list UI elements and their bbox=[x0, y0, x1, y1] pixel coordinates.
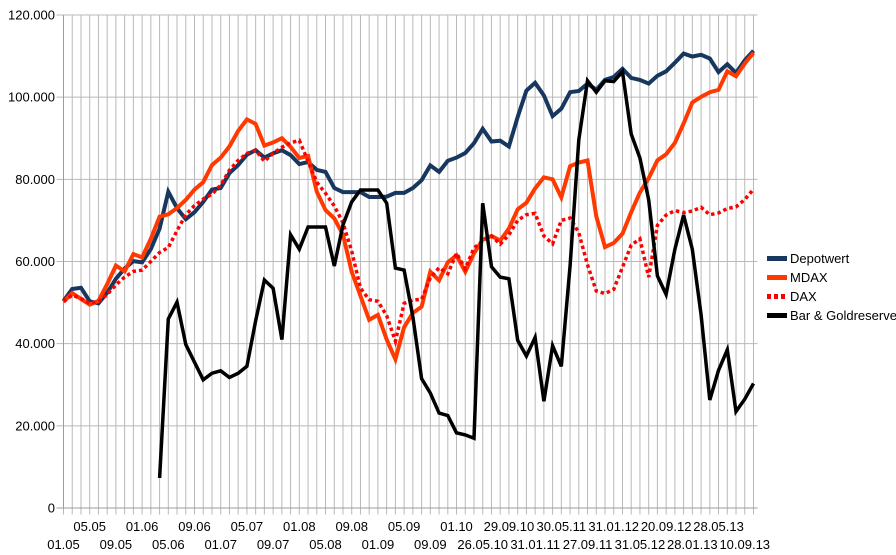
x-axis-label: 09.06 bbox=[178, 519, 211, 534]
legend-item-dax: DAX bbox=[767, 287, 896, 306]
legend-marker-dax bbox=[767, 294, 787, 299]
y-axis-label: 120.000 bbox=[8, 7, 55, 22]
x-axis-label: 09.08 bbox=[335, 519, 368, 534]
x-axis-label: 05.05 bbox=[73, 519, 106, 534]
x-axis-label: 10.09.13 bbox=[719, 537, 770, 552]
legend-marker-depotwert bbox=[767, 256, 787, 261]
x-axis-label: 05.08 bbox=[309, 537, 342, 552]
x-axis-label: 01.07 bbox=[204, 537, 237, 552]
x-axis-label: 31.05.12 bbox=[615, 537, 666, 552]
x-axis-label: 01.05 bbox=[47, 537, 80, 552]
legend-marker-bar-goldreserve bbox=[767, 313, 787, 318]
y-axis-label: 20.000 bbox=[15, 418, 55, 433]
legend-label: Bar & Goldreserve bbox=[790, 308, 896, 323]
x-axis-label: 28.05.13 bbox=[693, 519, 744, 534]
x-axis-label: 05.07 bbox=[231, 519, 264, 534]
x-axis-label: 01.10 bbox=[440, 519, 473, 534]
x-axis-label: 05.06 bbox=[152, 537, 185, 552]
x-axis-label: 01.06 bbox=[126, 519, 159, 534]
x-axis-label: 26.05.10 bbox=[457, 537, 508, 552]
legend-item-bar-goldreserve: Bar & Goldreserve bbox=[767, 306, 896, 325]
y-axis-label: 60.000 bbox=[15, 254, 55, 269]
x-axis-label: 29.09.10 bbox=[484, 519, 535, 534]
legend-label: Depotwert bbox=[790, 251, 850, 266]
y-axis-label: 40.000 bbox=[15, 336, 55, 351]
legend-label: DAX bbox=[790, 289, 817, 304]
legend-label: MDAX bbox=[790, 270, 828, 285]
x-axis-label: 09.07 bbox=[257, 537, 290, 552]
legend: Depotwert MDAX DAX Bar & Goldreserve bbox=[767, 249, 896, 325]
x-axis-label: 27.09.11 bbox=[563, 537, 613, 552]
x-axis-label: 31.01.12 bbox=[588, 519, 639, 534]
series-line-bar-goldreserve bbox=[157, 67, 756, 479]
x-axis-label: 30.05.11 bbox=[537, 519, 587, 534]
x-axis-label: 31.01.11 bbox=[510, 537, 560, 552]
legend-marker-mdax bbox=[767, 275, 787, 280]
x-axis-label: 20.09.12 bbox=[641, 519, 692, 534]
x-axis-label: 01.09 bbox=[362, 537, 395, 552]
series-line-mdax bbox=[62, 51, 756, 366]
x-axis-label: 01.08 bbox=[283, 519, 316, 534]
y-axis-label: 80.000 bbox=[15, 172, 55, 187]
legend-item-mdax: MDAX bbox=[767, 268, 896, 287]
legend-item-depotwert: Depotwert bbox=[767, 249, 896, 268]
series-line-dax bbox=[62, 138, 755, 348]
y-axis-label: 0 bbox=[48, 501, 55, 516]
series-line-depotwert bbox=[61, 49, 755, 306]
x-axis-label: 05.09 bbox=[388, 519, 421, 534]
x-axis-label: 28.01.13 bbox=[667, 537, 718, 552]
x-axis-label: 09.09 bbox=[414, 537, 447, 552]
y-axis-label: 100.000 bbox=[8, 90, 55, 105]
x-axis-label: 09.05 bbox=[100, 537, 133, 552]
